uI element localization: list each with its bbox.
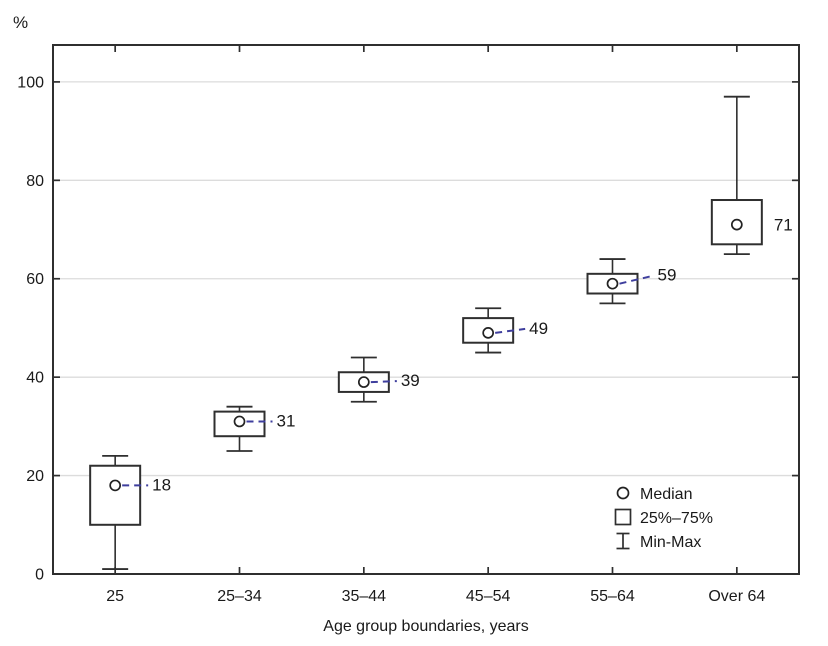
x-tick-label: 25 <box>106 588 124 605</box>
x-tick-label: 35–44 <box>342 588 387 605</box>
y-tick-label: 100 <box>17 74 44 91</box>
quartile-box <box>213 410 266 438</box>
median-marker <box>357 376 370 388</box>
y-tick-label: 40 <box>26 370 44 387</box>
median-marker <box>606 277 619 290</box>
axis-ticks-layer <box>53 45 799 575</box>
legend: Median 25%–75% Min-Max <box>614 486 713 551</box>
box-plot-3: 39 <box>337 356 420 403</box>
box-plot-1: 18 <box>89 454 171 570</box>
quartile-box <box>586 272 639 295</box>
y-tick-label: 60 <box>26 271 44 288</box>
median-value-label: 49 <box>529 319 548 338</box>
x-tick-labels: 25 25–34 35–44 45–54 55–64 Over 64 <box>106 588 765 605</box>
legend-item-quartile-box: 25%–75% <box>614 508 713 527</box>
median-connector <box>495 327 526 334</box>
legend-label-quartile: 25%–75% <box>640 510 713 527</box>
x-tick-label: 55–64 <box>590 588 635 605</box>
median-value-label: 39 <box>401 371 420 390</box>
plot-frame-layer <box>52 44 800 575</box>
median-value-label: 31 <box>277 411 296 430</box>
box-plot-5: 59 <box>586 258 677 305</box>
box-plot-6: 71 <box>710 95 793 256</box>
minmax-whisker-icon <box>616 532 630 550</box>
x-axis-title: Age group boundaries, years <box>323 618 528 635</box>
plot-frame <box>52 44 800 575</box>
boxes-layer: 18 31 39 49 59 71 <box>89 95 793 570</box>
y-tick-label: 80 <box>26 173 44 190</box>
legend-item-median: Median <box>616 486 692 503</box>
gridlines-layer <box>53 81 799 477</box>
quartile-box <box>89 464 142 526</box>
y-tick-labels: 0 20 40 60 80 100 <box>17 74 44 583</box>
x-tick-label: 45–54 <box>466 588 511 605</box>
median-connector <box>370 380 397 384</box>
legend-label-median: Median <box>640 486 692 503</box>
median-marker <box>109 479 122 492</box>
box-plot-2: 31 <box>213 405 296 452</box>
quartile-box <box>337 371 390 393</box>
quartile-box <box>710 199 763 246</box>
median-circle-icon <box>616 486 630 500</box>
x-tick-label: 25–34 <box>217 588 262 605</box>
median-connector <box>619 274 654 285</box>
y-tick-label: 20 <box>26 468 44 485</box>
quartile-box <box>462 317 515 344</box>
median-value-label: 71 <box>774 216 793 235</box>
median-marker <box>233 415 246 428</box>
quartile-box-icon <box>614 508 632 526</box>
box-plot-4: 49 <box>462 307 548 354</box>
y-tick-label: 0 <box>35 567 44 584</box>
legend-label-minmax: Min-Max <box>640 534 701 551</box>
median-value-label: 59 <box>658 266 677 285</box>
median-marker <box>482 327 495 339</box>
y-axis-unit-label: % <box>13 13 28 32</box>
median-value-label: 18 <box>152 475 171 494</box>
legend-item-minmax: Min-Max <box>616 532 701 551</box>
median-marker <box>730 218 743 231</box>
x-tick-label: Over 64 <box>708 588 765 605</box>
